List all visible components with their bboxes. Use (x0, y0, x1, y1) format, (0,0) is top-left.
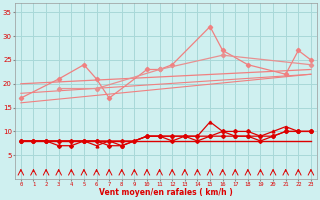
X-axis label: Vent moyen/en rafales ( km/h ): Vent moyen/en rafales ( km/h ) (99, 188, 233, 197)
